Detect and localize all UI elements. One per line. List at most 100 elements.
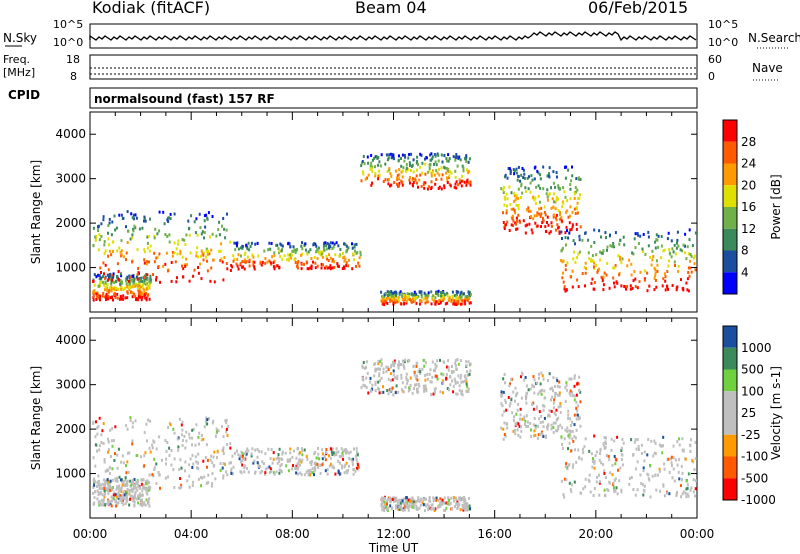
power-echo-cell	[441, 160, 444, 164]
velocity-echo-cell	[211, 461, 214, 465]
power-echo-cell	[451, 290, 454, 294]
power-echo-cell	[436, 291, 439, 295]
power-echo-cell	[568, 231, 571, 235]
velocity-echo-cell	[140, 455, 142, 459]
velocity-echo-cell	[571, 483, 574, 487]
power-echo-cell	[304, 242, 307, 246]
power-echo-cell	[179, 252, 182, 256]
power-echo-cell	[273, 266, 276, 270]
velocity-echo-cell	[126, 483, 129, 487]
velocity-echo-cell	[185, 439, 188, 443]
power-echo-cell	[237, 247, 240, 251]
power-echo-cell	[95, 275, 98, 279]
velocity-echo-cell	[405, 496, 408, 500]
velocity-echo-cell	[678, 443, 681, 447]
power-echo-cell	[430, 174, 433, 178]
velocity-echo-cell	[532, 423, 535, 427]
power-echo-cell	[554, 228, 557, 232]
velocity-echo-cell	[447, 498, 450, 502]
velocity-echo-cell	[396, 377, 399, 381]
power-echo-cell	[290, 256, 293, 260]
velocity-echo-cell	[227, 424, 230, 428]
power-echo-cell	[557, 184, 560, 188]
velocity-echo-cell	[140, 493, 143, 497]
velocity-echo-cell	[582, 487, 585, 491]
power-echo-cell	[675, 246, 678, 250]
power-echo-cell	[353, 243, 356, 247]
power-echo-cell	[307, 250, 310, 254]
power-echo-cell	[128, 286, 131, 290]
velocity-echo-cell	[512, 390, 515, 394]
power-echo-cell	[111, 295, 114, 299]
velocity-echo-cell	[500, 394, 503, 398]
power-echo-cell	[233, 241, 236, 245]
power-echo-cell	[536, 169, 539, 173]
power-echo-cell	[399, 290, 402, 294]
velocity-echo-cell	[676, 440, 679, 444]
velocity-echo-cell	[465, 505, 468, 509]
velocity-echo-cell	[427, 377, 429, 381]
power-echo-cell	[537, 194, 540, 198]
velocity-echo-cell	[103, 487, 106, 490]
velocity-echo-cell	[442, 373, 445, 377]
velocity-echo-cell	[435, 364, 438, 368]
velocity-echo-cell	[291, 467, 294, 471]
power-echo-cell	[417, 295, 420, 298]
velocity-echo-cell	[353, 447, 355, 451]
power-echo-cell	[628, 258, 631, 262]
velocity-echo-cell	[449, 383, 452, 387]
velocity-echo-cell	[256, 447, 259, 451]
power-echo-cell	[186, 263, 188, 267]
power-echo-cell	[281, 244, 284, 248]
power-echo-cell	[634, 285, 637, 288]
velocity-echo-cell	[567, 447, 569, 451]
power-echo-cell	[576, 278, 579, 282]
velocity-echo-cell	[515, 392, 518, 396]
power-echo-cell	[532, 217, 535, 221]
velocity-echo-cell	[667, 457, 670, 461]
velocity-echo-cell	[105, 502, 108, 506]
power-echo-cell	[514, 211, 516, 215]
power-echo-cell	[97, 224, 100, 228]
velocity-echo-cell	[126, 499, 129, 503]
power-echo-cell	[511, 214, 514, 218]
power-echo-cell	[565, 243, 567, 247]
velocity-echo-cell	[594, 454, 597, 457]
velocity-echo-cell	[179, 486, 181, 490]
velocity-echo-cell	[308, 470, 311, 474]
power-echo-cell	[404, 155, 407, 159]
power-echo-cell	[672, 250, 675, 254]
power-echo-cell	[378, 160, 381, 164]
velocity-echo-cell	[317, 446, 319, 450]
velocity-echo-cell	[566, 388, 569, 392]
velocity-echo-cell	[346, 449, 349, 453]
power-echo-cell	[338, 254, 341, 258]
power-echo-cell	[176, 252, 179, 256]
power-echo-cell	[386, 290, 389, 294]
power-echo-cell	[326, 257, 329, 261]
velocity-echo-cell	[128, 491, 131, 495]
velocity-echo-cell	[155, 462, 158, 466]
velocity-echo-cell	[407, 498, 410, 502]
power-echo-cell	[117, 287, 120, 291]
power-echo-cell	[207, 211, 210, 215]
velocity-echo-cell	[590, 452, 593, 456]
power-echo-cell	[545, 192, 548, 196]
power-echo-cell	[130, 274, 133, 278]
velocity-echo-cell	[224, 462, 226, 466]
power-echo-cell	[108, 272, 111, 276]
velocity-echo-cell	[658, 469, 661, 473]
power-echo-cell	[241, 244, 244, 248]
velocity-echo-cell	[442, 381, 445, 385]
velocity-echo-cell	[668, 492, 671, 496]
velocity-echo-cell	[524, 423, 526, 426]
velocity-echo-cell	[340, 447, 343, 451]
freq-tick-top: 18	[66, 53, 80, 66]
velocity-echo-cell	[295, 471, 298, 475]
velocity-echo-cell	[579, 390, 582, 394]
velocity-echo-cell	[110, 488, 113, 492]
velocity-echo-cell	[297, 466, 300, 470]
velocity-echo-cell	[212, 455, 215, 459]
power-echo-cell	[218, 233, 221, 237]
power-echo-cell	[167, 220, 170, 223]
